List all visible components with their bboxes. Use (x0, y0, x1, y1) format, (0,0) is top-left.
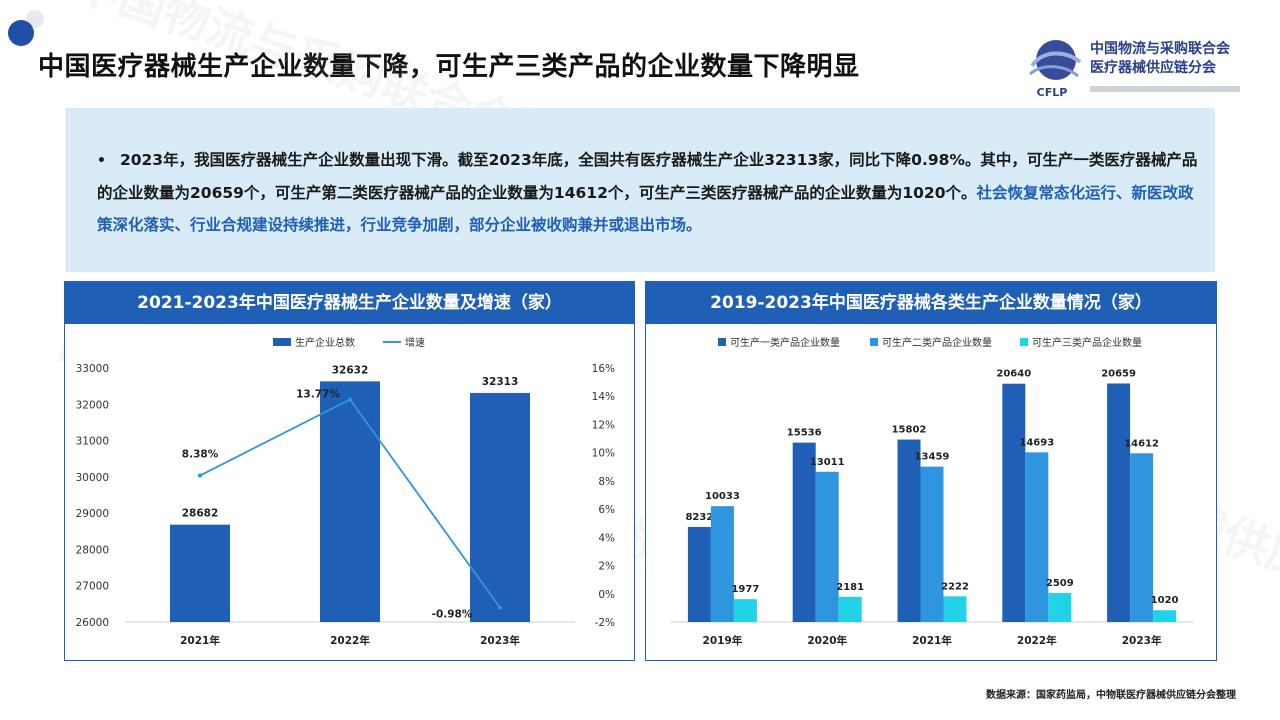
bar-value-label: 32632 (332, 364, 369, 376)
x-tick-label: 2023年 (1122, 634, 1162, 647)
y2-tick-label: 8% (598, 476, 615, 488)
bar-value-label: 15802 (892, 425, 927, 436)
y-tick-label: 27000 (76, 581, 109, 593)
y2-tick-label: 2% (598, 561, 615, 573)
bar-category (1153, 610, 1177, 622)
bar-total (470, 392, 530, 622)
bar-category (1025, 452, 1049, 622)
chart-panel-categories: 2019-2023年中国医疗器械各类生产企业数量情况（家） 可生产一类产品企业数… (645, 281, 1217, 661)
growth-point (348, 397, 352, 402)
y-tick-label: 26000 (76, 617, 109, 629)
legend-swatch-total (273, 338, 291, 346)
x-tick-label: 2019年 (703, 634, 743, 647)
page-title: 中国医疗器械生产企业数量下降，可生产三类产品的企业数量下降明显 (38, 52, 860, 82)
y2-tick-label: -2% (595, 617, 615, 629)
y-tick-label: 31000 (76, 436, 109, 448)
y-tick-label: 32000 (76, 399, 109, 411)
summary-plain: 2023年，我国医疗器械生产企业数量出现下滑。截至2023年底，全国共有医疗器械… (97, 151, 1198, 202)
chart-panel-total: 2021-2023年中国医疗器械生产企业数量及增速（家） 生产企业总数 增速 260… (64, 281, 635, 661)
cflp-mark-text: CFLP (1037, 86, 1068, 99)
legend-label: 可生产三类产品企业数量 (1032, 336, 1142, 349)
bar-value-label: 14612 (1124, 438, 1159, 449)
bar-total (170, 524, 230, 622)
bar-value-label: 8232 (685, 512, 713, 523)
summary-text: • 2023年，我国医疗器械生产企业数量出现下滑。截至2023年底，全国共有医疗器… (97, 144, 1203, 241)
bar-category (920, 466, 944, 622)
legend-swatch (718, 338, 726, 346)
y-tick-label: 29000 (76, 508, 109, 520)
y-tick-label: 28000 (76, 544, 109, 556)
y2-tick-label: 14% (592, 391, 615, 403)
bar-category (1048, 593, 1072, 622)
bar-value-label: 13011 (810, 457, 845, 468)
legend-label-growth: 增速 (405, 336, 425, 349)
x-tick-label: 2021年 (180, 634, 220, 647)
chart-title-total: 2021-2023年中国医疗器械生产企业数量及增速（家） (65, 282, 634, 324)
y-tick-label: 30000 (76, 472, 109, 484)
x-tick-label: 2022年 (1017, 634, 1057, 647)
summary-box: • 2023年，我国医疗器械生产企业数量出现下滑。截至2023年底，全国共有医疗器… (66, 108, 1215, 272)
bar-value-label: 15536 (787, 428, 822, 439)
bar-category (710, 506, 734, 622)
growth-value-label: 8.38% (182, 449, 219, 461)
bar-total (320, 381, 380, 622)
growth-value-label: -0.98% (432, 609, 473, 621)
chart-categories-svg: 可生产一类产品企业数量 可生产二类产品企业数量 可生产三类产品企业数量 8232 100… (670, 336, 1194, 647)
y2-tick-label: 12% (592, 419, 615, 431)
chart-title-categories: 2019-2023年中国医疗器械各类生产企业数量情况（家） (646, 282, 1216, 324)
bar-value-label: 1020 (1151, 595, 1179, 606)
y2-tick-label: 10% (592, 448, 615, 460)
bar-category (1002, 383, 1026, 622)
bar-category (1130, 453, 1154, 622)
data-source-note: 数据来源：国家药监局，中物联医疗器械供应链分会整理 (986, 690, 1236, 701)
decorative-dot-large (8, 20, 34, 46)
legend-swatch (870, 338, 878, 346)
legend-label: 可生产一类产品企业数量 (730, 336, 840, 349)
bar-category (733, 599, 757, 622)
bar-category (897, 439, 921, 622)
y2-tick-label: 6% (598, 504, 615, 516)
y2-tick-label: 16% (592, 363, 615, 375)
legend-swatch (1020, 338, 1028, 346)
bar-category (792, 442, 816, 622)
growth-point (498, 605, 502, 610)
bar-value-label: 13459 (915, 452, 950, 463)
y-tick-label: 33000 (76, 363, 109, 375)
x-tick-label: 2021年 (912, 634, 952, 647)
bar-value-label: 20659 (1101, 368, 1136, 379)
bullet-icon: • (97, 153, 106, 169)
bar-value-label: 14693 (1019, 437, 1054, 448)
bar-value-label: 10033 (705, 491, 740, 502)
y2-tick-label: 4% (598, 532, 615, 544)
logo-line-2: 医疗器械供应链分会 (1090, 60, 1216, 76)
summary-highlight: 社会恢复常态化运行、新医改政策深化落实、行业合规建设持续推进，行业竞争加剧，部分… (97, 184, 1194, 234)
bar-value-label: 1977 (731, 584, 759, 595)
bar-value-label: 28682 (182, 508, 219, 520)
chart-total-svg: 生产企业总数 增速 26000 27000 28000 29000 30000 31000 32… (76, 336, 615, 647)
cflp-globe-icon: CFLP (1029, 40, 1082, 99)
bar-value-label: 2181 (836, 582, 864, 593)
bar-category (815, 471, 839, 622)
bar-value-label: 32313 (482, 376, 519, 388)
bar-value-label: 20640 (996, 369, 1031, 380)
bar-category (687, 526, 711, 622)
x-tick-label: 2023年 (480, 634, 520, 647)
bar-value-label: 2509 (1046, 578, 1074, 589)
logo-line-1: 中国物流与采购联合会 (1090, 41, 1230, 57)
legend-label: 可生产二类产品企业数量 (882, 336, 992, 349)
cflp-logo: CFLP 中国物流与采购联合会 医疗器械供应链分会 (1022, 36, 1272, 100)
bar-category (1107, 383, 1131, 622)
x-tick-label: 2020年 (807, 634, 847, 647)
growth-value-label: 13.77% (296, 388, 340, 400)
y2-tick-label: 0% (598, 589, 615, 601)
legend-label-total: 生产企业总数 (295, 336, 355, 349)
logo-underline-bar (1090, 86, 1240, 92)
growth-point (198, 473, 202, 478)
bar-category (838, 596, 862, 622)
bar-value-label: 2222 (941, 581, 969, 592)
bar-category (943, 596, 967, 622)
x-tick-label: 2022年 (330, 634, 370, 647)
